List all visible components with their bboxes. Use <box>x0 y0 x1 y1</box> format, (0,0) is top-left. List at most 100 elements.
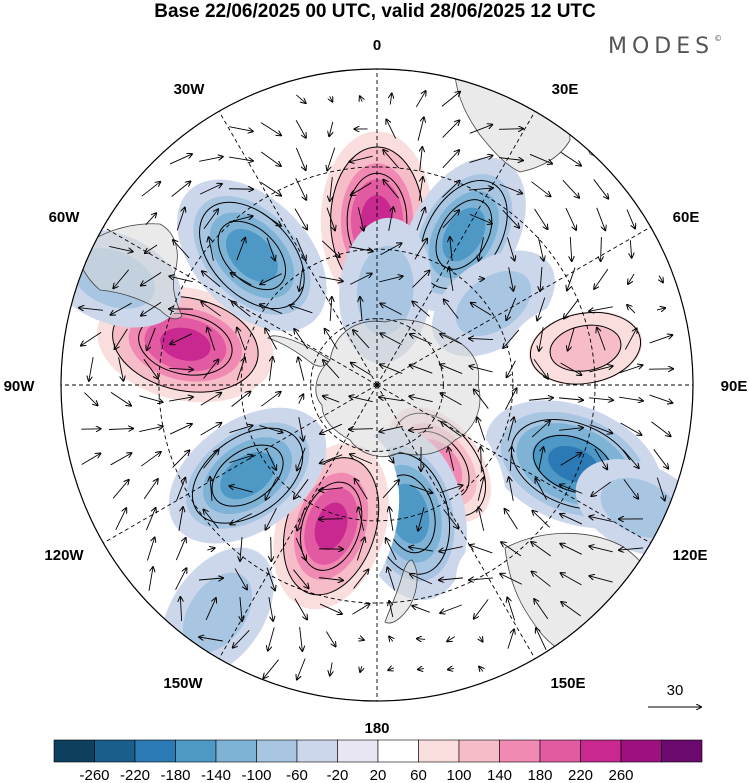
wind-vector <box>498 129 523 130</box>
wind-vector <box>532 511 550 528</box>
wind-vector <box>380 333 402 346</box>
colorbar-swatch <box>53 739 95 763</box>
wind-vector <box>79 308 103 311</box>
wind-vector <box>560 151 581 165</box>
wind-vector <box>169 276 193 283</box>
wind-vector <box>589 306 613 311</box>
wind-vector <box>180 597 181 622</box>
wind-vector <box>269 357 272 381</box>
wind-vector <box>209 237 214 261</box>
colorbar-tick-label: -260 <box>79 767 109 783</box>
wind-vector <box>442 120 460 138</box>
wind-vector <box>112 480 128 499</box>
colorbar-swatch <box>580 739 622 763</box>
wind-vector <box>481 447 482 472</box>
wind-vector <box>507 417 514 441</box>
wind-vector <box>326 631 335 647</box>
wind-vector <box>589 398 613 400</box>
wind-vector <box>176 208 185 231</box>
wind-vector <box>298 417 303 441</box>
wind-vector <box>649 394 673 403</box>
streamline-contour <box>299 481 363 571</box>
wind-vector <box>539 327 544 351</box>
meridian-line <box>218 111 378 386</box>
wind-vector <box>564 299 579 318</box>
wind-vector <box>327 147 336 171</box>
wind-vector <box>567 267 576 291</box>
wind-vector <box>379 276 402 283</box>
colorbar-swatch <box>256 739 298 763</box>
wind-vector <box>266 237 275 261</box>
wind-vector <box>479 667 483 672</box>
wind-vector <box>507 237 514 261</box>
wind-vector <box>630 240 631 257</box>
wind-vector <box>416 208 425 231</box>
wind-vector <box>260 273 282 285</box>
wind-vector <box>175 568 187 590</box>
wind-vector <box>299 267 304 291</box>
anomaly-level <box>600 477 681 538</box>
wind-vector <box>360 96 362 101</box>
wind-vector <box>210 477 212 501</box>
wind-vector <box>560 514 583 525</box>
wind-vector <box>410 365 433 374</box>
wind-vector <box>469 156 493 163</box>
wind-vector <box>477 477 484 501</box>
wind-vector <box>589 366 612 373</box>
wind-vector <box>229 455 253 464</box>
wind-vector <box>229 156 253 161</box>
wind-vector <box>168 368 193 369</box>
wind-vector <box>169 397 193 402</box>
wind-vector <box>389 507 394 531</box>
wind-vector <box>356 538 364 561</box>
wind-vector <box>81 454 101 465</box>
wind-vector <box>560 362 582 375</box>
wind-vector <box>111 302 132 315</box>
wind-vector <box>145 213 156 226</box>
wind-vector <box>409 547 433 552</box>
wind-vector <box>260 304 283 315</box>
wind-vector <box>440 364 463 374</box>
colorbar-tick-label: -140 <box>201 767 231 783</box>
wind-vector <box>659 275 663 283</box>
wind-vector <box>414 239 427 260</box>
streamline-contour <box>138 312 233 376</box>
wind-vector <box>589 546 613 553</box>
wind-vector <box>537 237 543 260</box>
colorbar-swatch <box>94 739 136 763</box>
wind-vector <box>560 485 583 494</box>
wind-vector <box>199 157 223 162</box>
meridian-line <box>103 384 378 544</box>
wind-vector <box>139 395 162 402</box>
wind-vector <box>169 154 192 165</box>
wind-vector <box>268 597 273 621</box>
meridian-line <box>376 384 651 544</box>
wind-vector <box>589 516 613 522</box>
wind-vector <box>259 425 283 433</box>
wind-vector <box>360 297 362 321</box>
wind-vector <box>84 392 97 406</box>
wind-vectors <box>79 91 673 679</box>
colorbar-swatch <box>337 739 379 763</box>
wind-vector <box>233 630 250 647</box>
wind-vector <box>505 509 518 530</box>
wind-vector <box>143 479 158 500</box>
colorbar-tick-label: -180 <box>160 767 190 783</box>
wind-vector <box>236 358 245 381</box>
wind-vector <box>570 236 572 261</box>
wind-vector <box>294 208 307 230</box>
wind-vector <box>503 329 520 348</box>
colorbar-tick-label: 20 <box>370 767 387 783</box>
wind-vector <box>389 601 394 618</box>
wind-vector <box>560 544 582 555</box>
wind-vector <box>387 568 396 591</box>
wind-vector <box>589 424 612 434</box>
wind-vector <box>319 519 344 520</box>
colorbar-tick-label: 100 <box>446 767 471 783</box>
wind-vector <box>358 638 364 640</box>
wind-vector <box>141 182 160 197</box>
wind-vector <box>229 486 253 493</box>
wind-vector <box>113 269 130 288</box>
wind-vector <box>236 238 246 261</box>
